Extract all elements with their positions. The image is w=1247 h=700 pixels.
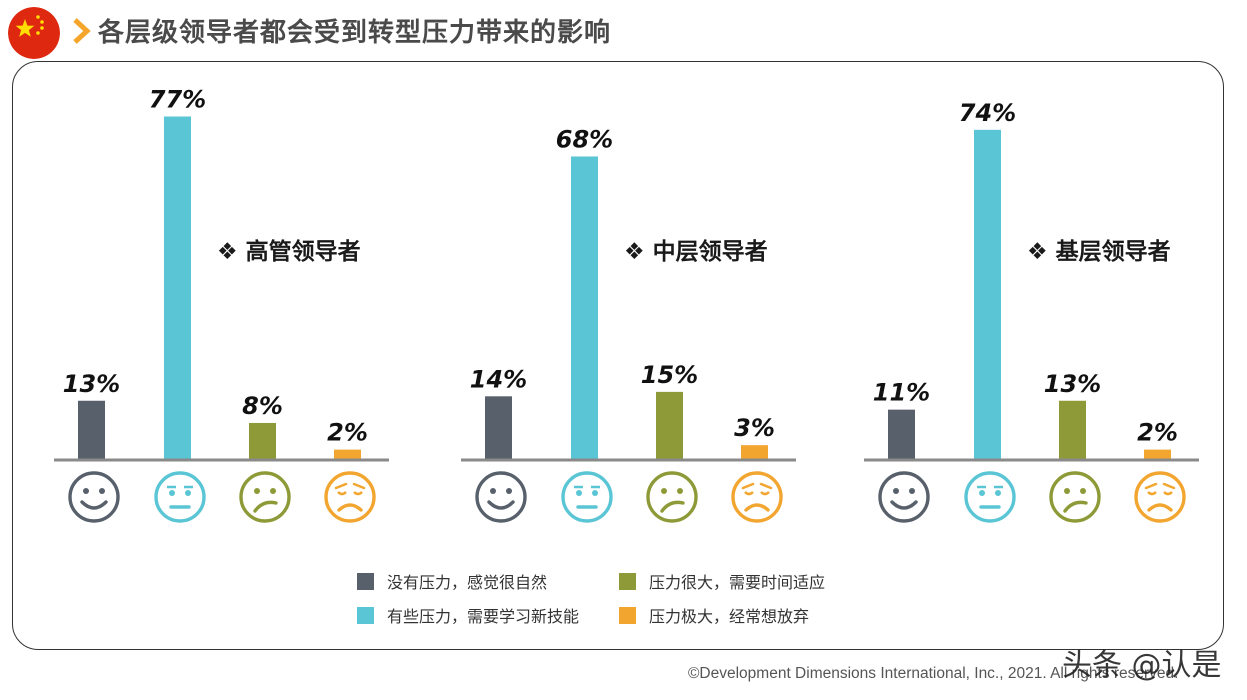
bar (334, 449, 361, 459)
bar (78, 400, 105, 459)
bar-value-label: 11% (873, 379, 930, 407)
bar-value-label: 3% (734, 414, 775, 442)
watermark: 头条 @认是 (1062, 648, 1222, 683)
copyright-credit: ©Development Dimensions International, I… (688, 665, 1179, 682)
bar (974, 129, 1001, 459)
legend-swatch (357, 572, 374, 590)
legend-swatch (357, 606, 374, 624)
chart-panel (12, 61, 1224, 650)
legend-swatch (619, 572, 636, 590)
bar-value-label: 15% (641, 361, 698, 389)
legend-item-high: 压力很大，需要时间适应 (619, 569, 825, 593)
smile-face-icon (475, 471, 527, 523)
bar-value-label: 77% (149, 86, 206, 114)
chart-title: ❖ 基层领导者 (1027, 238, 1171, 265)
legend-item-extreme: 压力极大，经常想放弃 (619, 603, 809, 627)
bar-value-label: 2% (1137, 419, 1178, 447)
bar-chart-2: 11% 74% 13% 2% ❖ 基层领导者 (864, 99, 1199, 523)
bar (888, 409, 915, 459)
legend-swatch (619, 606, 636, 624)
bar-value-label: 13% (63, 370, 120, 398)
china-flag-icon (8, 7, 60, 59)
legend-label: 压力很大，需要时间适应 (649, 573, 826, 592)
sad-face-icon (1134, 471, 1186, 523)
legend-item-natural: 没有压力，感觉很自然 (357, 569, 547, 593)
bar (1144, 449, 1171, 459)
legend-label: 有些压力，需要学习新技能 (387, 607, 580, 626)
neutral-face-icon (964, 471, 1016, 523)
neutral-face-icon (154, 471, 206, 523)
sad-face-icon (324, 471, 376, 523)
bar-chart-0: 13% 77% 8% 2% ❖ 高管领导者 (54, 86, 389, 523)
chart-title: ❖ 高管领导者 (217, 238, 361, 265)
confused-face-icon (239, 471, 291, 523)
bar-chart-1: 14% 68% 15% 3% ❖ 中层领导者 (461, 125, 796, 523)
confused-face-icon (646, 471, 698, 523)
sad-face-icon (731, 471, 783, 523)
legend-label: 压力极大，经常想放弃 (649, 607, 810, 626)
chevron-right-icon (73, 18, 91, 44)
bar-value-label: 8% (242, 392, 283, 420)
confused-face-icon (1049, 471, 1101, 523)
chart-title: ❖ 中层领导者 (624, 238, 768, 265)
bar-value-label: 68% (556, 125, 613, 153)
bar (164, 116, 191, 459)
bar (741, 445, 768, 459)
smile-face-icon (878, 471, 930, 523)
bar (249, 422, 276, 459)
legend-label: 没有压力，感觉很自然 (387, 573, 548, 592)
neutral-face-icon (561, 471, 613, 523)
legend-item-some: 有些压力，需要学习新技能 (357, 603, 579, 627)
bar-value-label: 74% (959, 99, 1016, 127)
bar-value-label: 14% (470, 365, 527, 393)
bar-value-label: 2% (327, 419, 368, 447)
bar (571, 156, 598, 459)
page-title: 各层级领导者都会受到转型压力带来的影响 (98, 18, 612, 48)
smile-face-icon (68, 471, 120, 523)
bar (1059, 400, 1086, 459)
bar (485, 396, 512, 459)
bar-value-label: 13% (1044, 370, 1101, 398)
bar (656, 391, 683, 459)
